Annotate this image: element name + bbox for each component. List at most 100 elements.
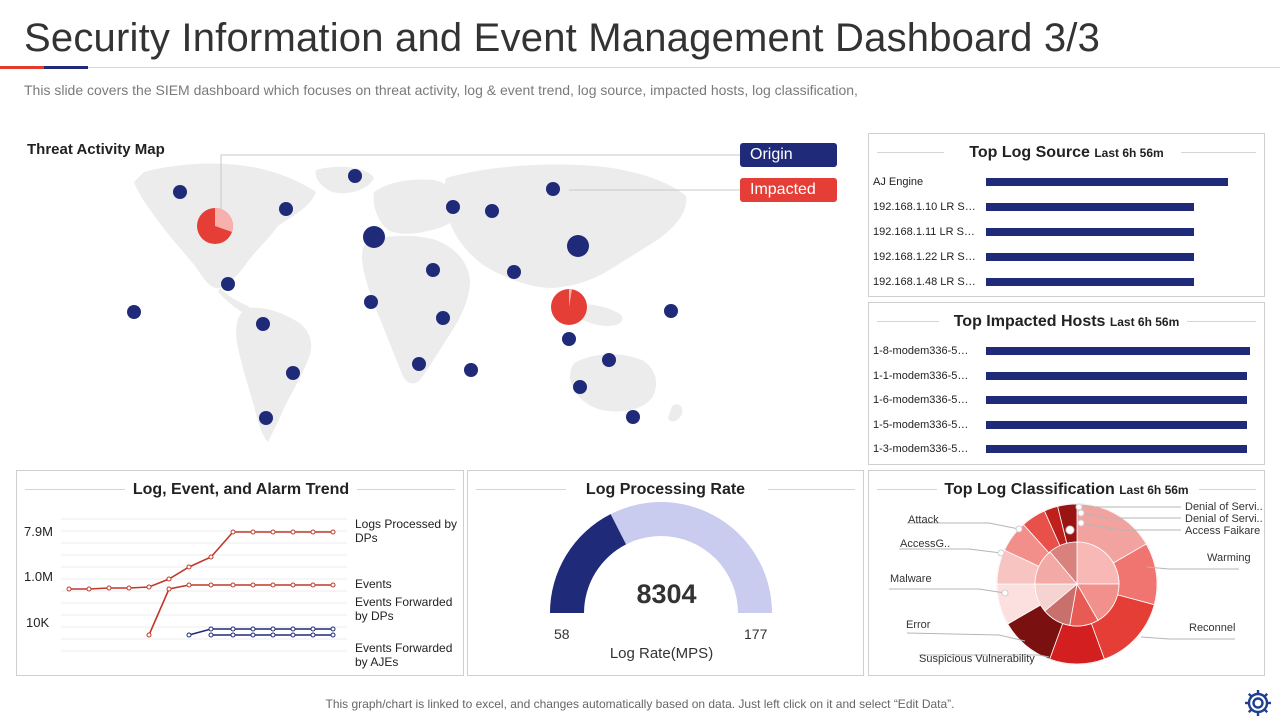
bar	[986, 347, 1250, 355]
trend-point	[146, 632, 152, 638]
trend-point	[330, 582, 336, 588]
gauge-unit-label: Log Rate(MPS)	[609, 645, 714, 662]
trend-point	[310, 632, 316, 638]
legend-origin: Origin	[740, 143, 837, 167]
trend-point	[310, 626, 316, 632]
bar-label: 1-5-modem336-5…	[873, 418, 969, 431]
bar-label: 192.168.1.22 LR S…	[873, 251, 976, 263]
continent-asia	[444, 164, 687, 288]
processing-rate-panel: Log Processing Rate 8304 58 177 Log Rate…	[467, 470, 864, 676]
trend-line-events	[148, 584, 333, 636]
class-label-warning: Warming	[1207, 552, 1251, 564]
origin-dot	[426, 263, 440, 277]
gauge-value: 8304	[636, 579, 697, 609]
trend-point	[330, 626, 336, 632]
trend-point	[290, 582, 296, 588]
origin-dot	[562, 332, 576, 346]
title-underline-blue	[44, 66, 88, 69]
origin-dot	[485, 204, 499, 218]
origin-dot	[363, 226, 385, 248]
trend-point	[186, 582, 192, 588]
legend-impacted: Impacted	[740, 178, 837, 202]
trend-point	[86, 586, 92, 592]
trend-point	[208, 582, 214, 588]
series-label-logs-processed: Logs Processed by DPs	[355, 517, 458, 545]
threat-map-title: Threat Activity Map	[27, 141, 165, 158]
bar	[986, 420, 1248, 429]
header-rule	[877, 489, 937, 490]
gauge-fill	[550, 514, 627, 613]
origin-dot	[446, 200, 460, 214]
bar	[986, 228, 1195, 236]
class-label-attack: Attack	[908, 514, 939, 526]
header-rule	[1187, 321, 1256, 322]
trend-chart	[61, 518, 347, 652]
trend-point	[310, 582, 316, 588]
origin-dot	[546, 182, 560, 196]
header-rule	[476, 489, 566, 490]
trend-point	[230, 582, 236, 588]
trend-point	[208, 554, 214, 560]
header-rule	[768, 489, 855, 490]
class-label-access-failure: Access Faikare	[1185, 525, 1261, 537]
trend-point	[126, 585, 132, 591]
trend-point	[208, 626, 214, 632]
origin-dot	[279, 202, 293, 216]
origin-dot	[286, 366, 300, 380]
bar-label: 192.168.1.48 LR S…	[873, 276, 976, 288]
bar	[986, 178, 1228, 186]
bar	[986, 396, 1248, 404]
y-tick-label: 7.9M	[24, 524, 53, 539]
bar-label: 1-6-modem336-5…	[873, 394, 969, 406]
trend-point	[290, 626, 296, 632]
trend-point	[310, 529, 316, 535]
trend-point	[186, 632, 192, 638]
top-log-source-panel: Top Log Source Last 6h 56m AJ Engine 192.…	[868, 133, 1265, 297]
class-label-suspicious-vulnerability: Suspicious Vulnerability	[919, 653, 1035, 665]
y-tick-label: 10K	[26, 615, 50, 630]
class-label-access-granted: AccessG..	[900, 538, 951, 550]
title-divider	[88, 67, 1280, 68]
origin-dot	[348, 169, 362, 183]
series-label-events-forwarded-dps: Events Forwarded by DPs	[355, 595, 453, 623]
trend-point	[106, 585, 112, 591]
trend-point	[166, 576, 172, 582]
class-label-denial-1: Denial of Servi..	[1185, 501, 1263, 513]
log-classification-title: Top Log Classification Last 6h 56m	[944, 481, 1189, 498]
header-rule	[357, 489, 455, 490]
header-rule	[1199, 489, 1256, 490]
title-underline-red	[0, 66, 44, 69]
trend-title: Log, Event, and Alarm Trend	[132, 481, 350, 498]
trend-point	[208, 632, 214, 638]
footer-note: This graph/chart is linked to excel, and…	[325, 697, 955, 711]
trend-point	[290, 529, 296, 535]
bar	[986, 203, 1195, 211]
continent-south-america	[236, 307, 312, 442]
log-classification-panel: Top Log Classification Last 6h 56m	[868, 470, 1265, 676]
gauge-min: 58	[554, 626, 570, 642]
trend-point	[250, 529, 256, 535]
continent-australia	[570, 354, 657, 412]
trend-point	[250, 582, 256, 588]
gauge-max: 177	[744, 626, 768, 642]
top-impacted-hosts-title: Top Impacted Hosts Last 6h 56m	[953, 313, 1180, 330]
bar-label: 1-8-modem336-5…	[873, 345, 969, 357]
trend-point	[270, 632, 276, 638]
origin-dot	[664, 304, 678, 318]
trend-point	[146, 584, 152, 590]
page-subtitle: This slide covers the SIEM dashboard whi…	[24, 82, 858, 98]
page-title: Security Information and Event Managemen…	[24, 16, 1101, 60]
continent-greenland	[315, 166, 374, 194]
bar-label: AJ Engine	[873, 176, 924, 188]
origin-dot	[436, 311, 450, 325]
trend-point	[230, 632, 236, 638]
impacted-dot-asia	[551, 288, 587, 325]
origin-dot	[507, 265, 521, 279]
continent-europe	[373, 179, 464, 234]
bar	[986, 445, 1248, 453]
class-label-denial-2: Denial of Servi..	[1185, 513, 1263, 525]
gear-icon[interactable]	[1242, 687, 1274, 719]
continent-new-zealand	[668, 404, 683, 422]
origin-dot	[573, 380, 587, 394]
class-label-error: Error	[906, 619, 931, 631]
